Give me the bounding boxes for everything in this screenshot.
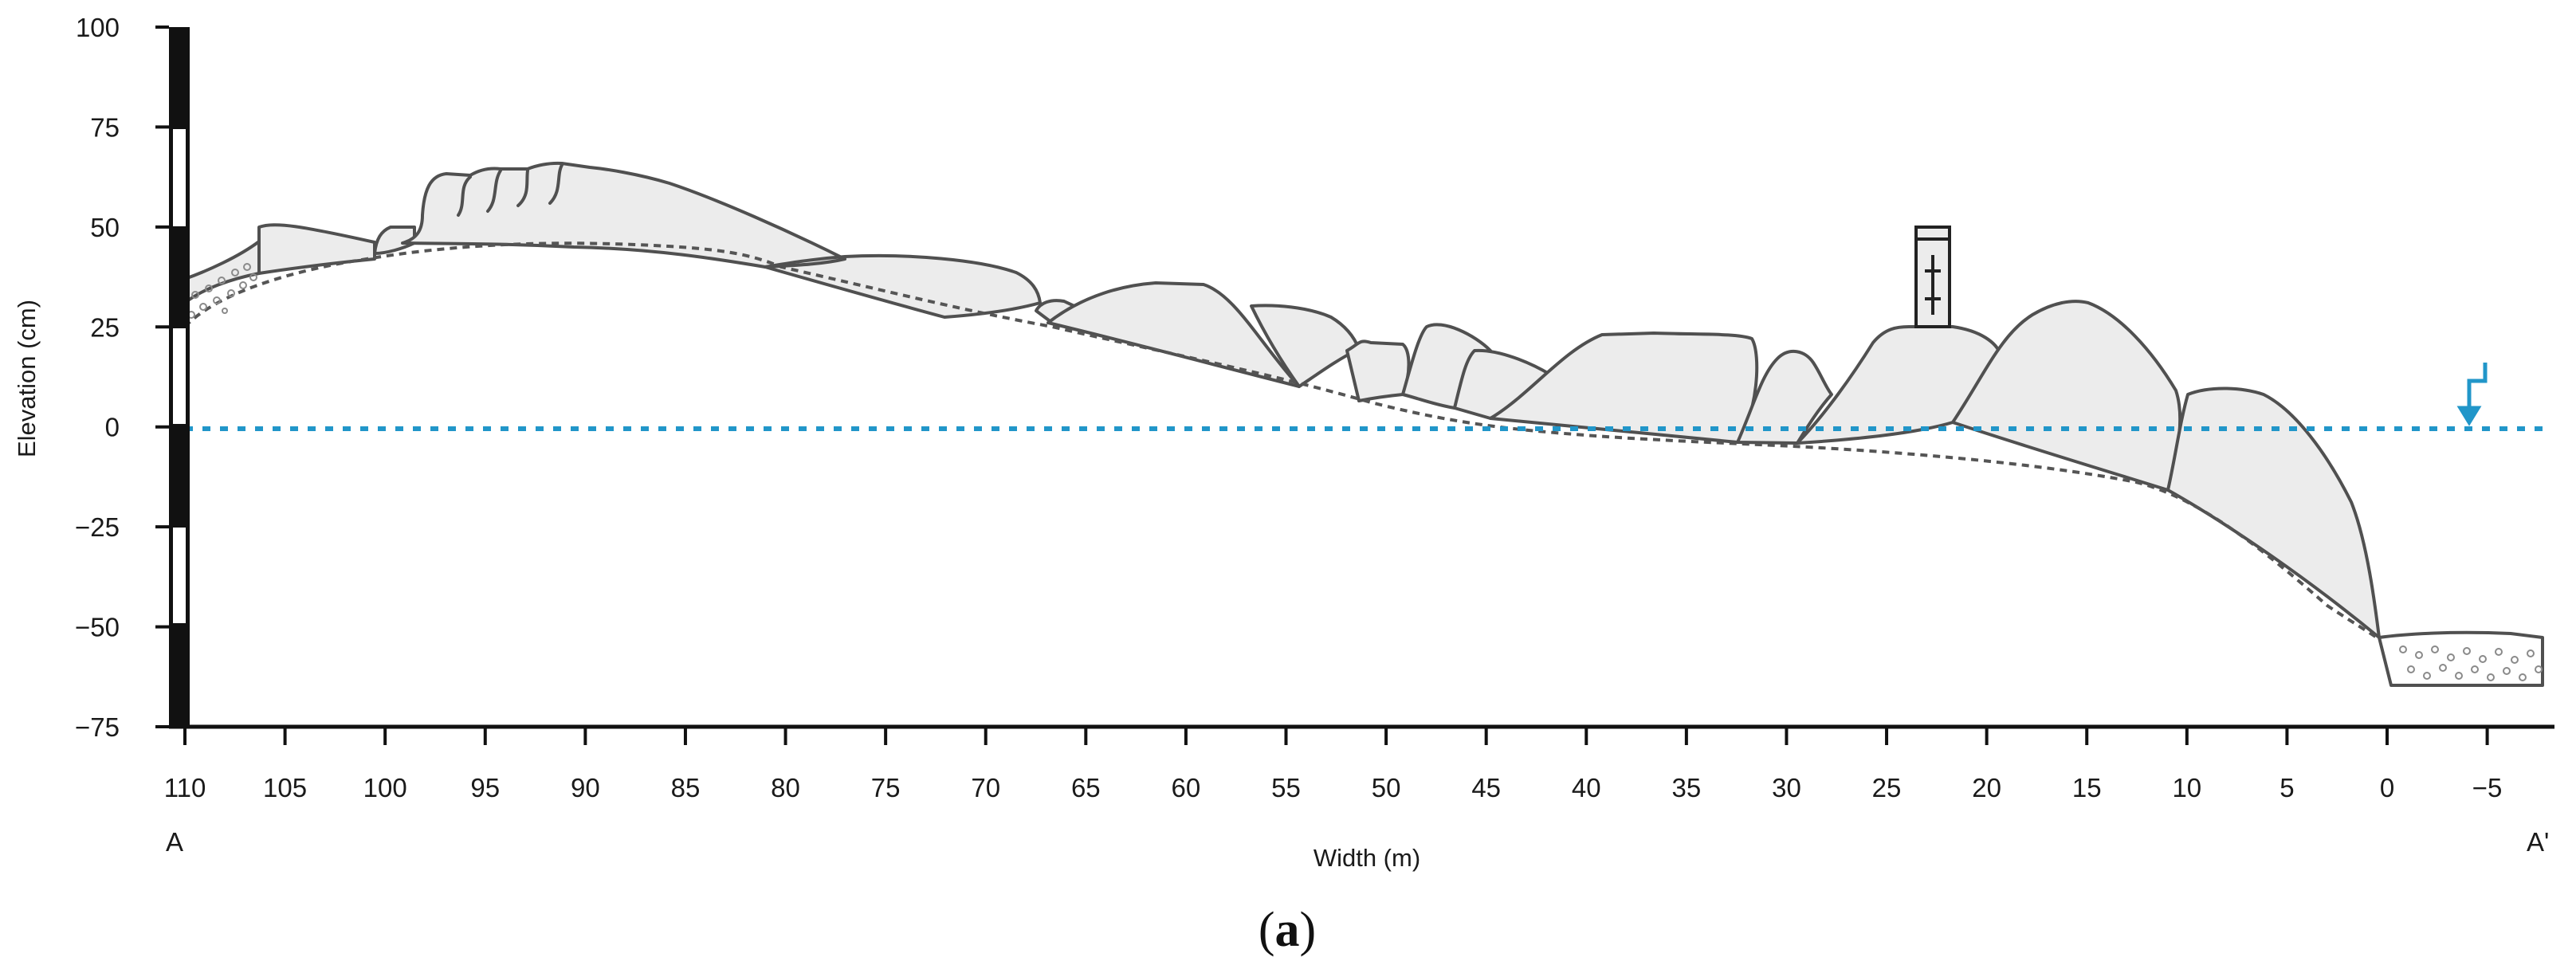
x-tick-label: 5 <box>2280 773 2294 802</box>
x-tick-label: 65 <box>1071 773 1101 802</box>
internal-line-4 <box>548 163 564 205</box>
caption-open: ( <box>1259 903 1275 957</box>
water-level-marker-icon <box>2456 363 2488 426</box>
y-axis-bar-window-1 <box>173 129 186 226</box>
x-tick-label: 95 <box>470 773 500 802</box>
x-tick-label: 30 <box>1772 773 1801 802</box>
y-tick-label: −50 <box>75 613 120 642</box>
y-tick-label: 25 <box>90 312 120 342</box>
y-tick-label: −25 <box>75 512 120 542</box>
x-tick-label: 70 <box>971 773 1000 802</box>
dune-18 <box>1951 300 2182 492</box>
x-tick-label: 85 <box>671 773 701 802</box>
internal-line-1 <box>457 175 472 217</box>
x-tick-label: 55 <box>1271 773 1301 802</box>
x-tick-label: 45 <box>1471 773 1501 802</box>
x-tick-label: 75 <box>871 773 901 802</box>
y-axis-bar-window-3 <box>173 528 186 623</box>
x-tick-label: 105 <box>263 773 307 802</box>
y-axis-bar <box>169 27 190 728</box>
dune-106 <box>257 223 376 275</box>
dune-51 <box>1345 339 1411 402</box>
gravel-left <box>187 263 257 319</box>
dune-front <box>2166 386 2381 639</box>
dune-101 <box>373 226 416 255</box>
dune-left-end <box>183 240 261 304</box>
x-axis-ticks: 110 105 100 95 90 85 80 75 70 65 60 55 50 45 40 35 30 25 2… <box>164 727 2503 802</box>
x-tick-label: 0 <box>2380 773 2394 802</box>
left-end-label: A <box>166 827 183 857</box>
x-tick-label: 15 <box>2072 773 2102 802</box>
dune-profile-group <box>183 161 2544 687</box>
x-tick-label: 60 <box>1172 773 1201 802</box>
x-tick-label: 10 <box>2172 773 2201 802</box>
dune-65 <box>1046 281 1301 388</box>
x-tick-label: 110 <box>164 773 206 802</box>
internal-line-5 <box>764 257 846 269</box>
x-tick-label: 80 <box>771 773 800 802</box>
internal-line-3 <box>516 169 529 207</box>
dune-internal-lines <box>457 163 846 269</box>
x-tick-label: 50 <box>1372 773 1401 802</box>
x-axis-title: Width (m) <box>1314 844 1420 872</box>
beach-right <box>2378 630 2544 687</box>
right-end-label: A' <box>2527 827 2549 857</box>
dune-27 <box>1796 325 2003 445</box>
base-line-dashed <box>183 241 2381 641</box>
y-axis-title: Elevation (cm) <box>13 300 41 457</box>
y-axis-ticks: 100 75 50 25 0 −25 −50 −75 <box>75 13 169 742</box>
x-tick-label: 90 <box>571 773 600 802</box>
y-axis-bar-window-2 <box>173 328 186 424</box>
dune-31 <box>1736 350 1833 445</box>
figure-caption: (a) <box>1259 903 1316 957</box>
dune-42 <box>1489 332 1759 444</box>
dune-big-stoss <box>401 161 846 269</box>
dune-77 <box>764 254 1042 319</box>
caption-close: ) <box>1300 903 1317 957</box>
x-tick-label: 35 <box>1672 773 1702 802</box>
x-tick-label: 40 <box>1572 773 1601 802</box>
x-tick-label: −5 <box>2472 773 2503 802</box>
gravel-right <box>2399 645 2543 681</box>
y-tick-label: −75 <box>75 712 120 742</box>
y-tick-label: 0 <box>105 413 120 442</box>
y-tick-label: 50 <box>90 213 120 242</box>
caption-letter: a <box>1275 903 1300 957</box>
x-tick-label: 20 <box>1972 773 2001 802</box>
x-tick-label: 25 <box>1872 773 1902 802</box>
y-tick-label: 75 <box>90 112 120 142</box>
measuring-board <box>1914 226 1951 328</box>
internal-line-2 <box>486 169 502 213</box>
gravel-patches <box>187 263 2543 681</box>
x-tick-label: 100 <box>363 773 407 802</box>
y-tick-label: 100 <box>76 13 120 42</box>
